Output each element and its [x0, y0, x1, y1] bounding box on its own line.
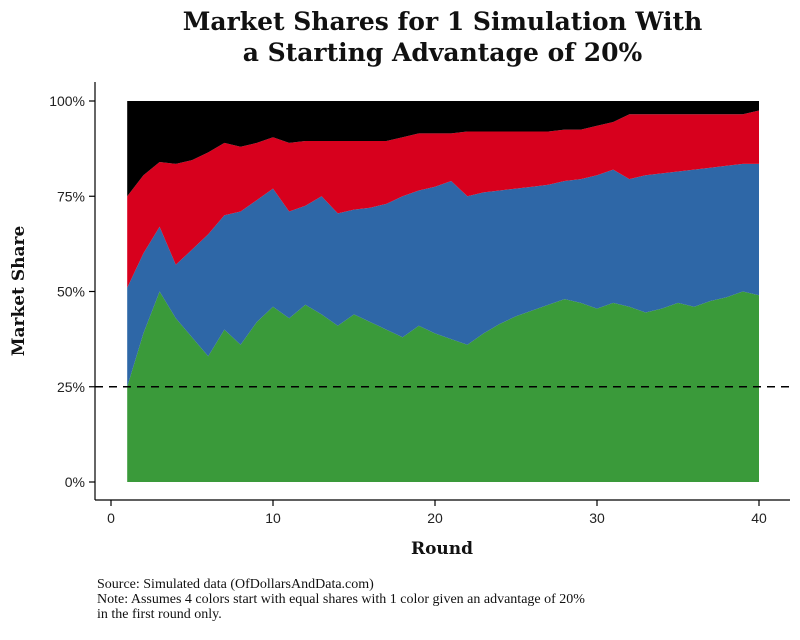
y-tick-label: 100% — [49, 93, 85, 109]
x-tick-label: 0 — [107, 510, 115, 526]
x-tick-label: 40 — [751, 510, 767, 526]
x-axis-title: Round — [411, 539, 473, 559]
area-layers — [127, 101, 759, 482]
chart-title: Market Shares for 1 Simulation With a St… — [95, 6, 790, 68]
area-layer-black — [127, 101, 759, 197]
area-layer-blue — [127, 163, 759, 387]
x-tick-label: 10 — [265, 510, 281, 526]
area-layer-red — [127, 110, 759, 288]
x-tick-label: 20 — [427, 510, 443, 526]
y-tick-label: 25% — [57, 379, 85, 395]
chart-title-line-2: a Starting Advantage of 20% — [242, 38, 643, 67]
y-axis-title: Market Share — [9, 226, 29, 357]
y-tick-label: 75% — [57, 188, 85, 204]
source-text: Source: Simulated data (OfDollarsAndData… — [97, 577, 374, 592]
note-line-2: in the first round only. — [97, 607, 222, 622]
y-tick-label: 50% — [57, 284, 85, 300]
note-line-1: Note: Assumes 4 colors start with equal … — [97, 592, 585, 607]
y-axis-ticks: 0% 25% 50% 75% 100% — [49, 93, 95, 490]
x-tick-label: 30 — [589, 510, 605, 526]
x-axis-ticks: 0 10 20 30 40 — [107, 500, 767, 526]
chart-title-line-1: Market Shares for 1 Simulation With — [182, 7, 703, 36]
footer-notes: Source: Simulated data (OfDollarsAndData… — [97, 577, 787, 622]
y-tick-label: 0% — [65, 474, 85, 490]
area-layer-green — [127, 291, 759, 482]
